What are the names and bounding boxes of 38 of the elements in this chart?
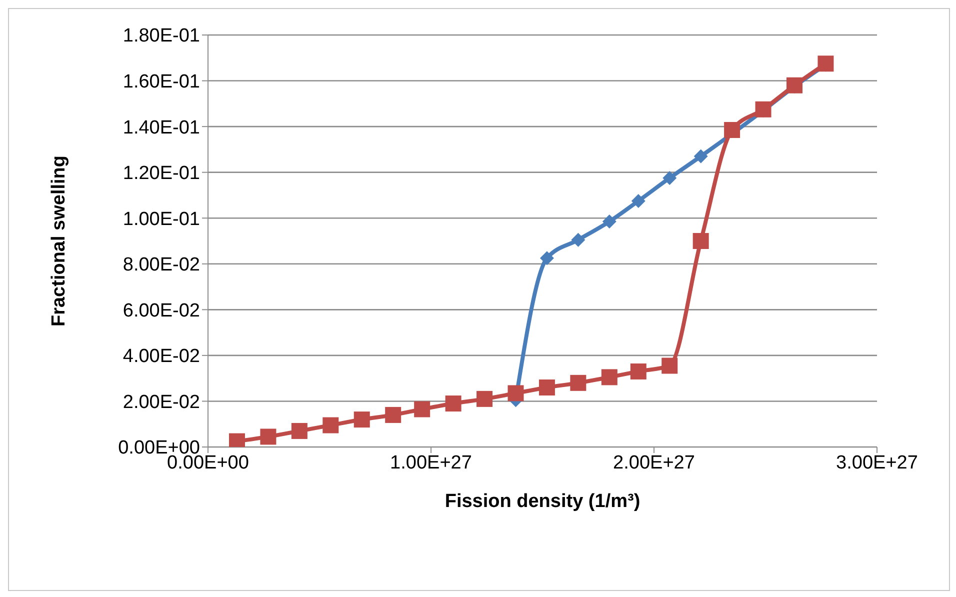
x-tick-label: 2.00E+27 [613, 452, 695, 474]
point [662, 171, 677, 186]
x-tick-label: 1.00E+27 [390, 452, 472, 474]
point [755, 101, 772, 118]
point [662, 358, 678, 374]
y-tick-label: 4.00E-02 [122, 346, 200, 368]
y-tick-label: 1.00E-01 [122, 208, 200, 230]
point [322, 417, 339, 434]
point [694, 149, 708, 164]
point [354, 412, 370, 428]
y-tick-label: 1.40E-01 [122, 117, 200, 138]
point [631, 194, 646, 208]
point [540, 251, 554, 266]
y-tick-label: 8.00E-02 [122, 254, 200, 276]
point [414, 401, 430, 418]
point [291, 422, 308, 439]
point [385, 406, 402, 423]
point [570, 374, 586, 391]
point [786, 77, 802, 94]
point [538, 379, 555, 396]
point [601, 369, 618, 386]
point [571, 232, 586, 247]
point [724, 122, 740, 138]
y-axis-title: Fractional swelling [48, 155, 70, 327]
point [508, 385, 524, 402]
y-tick-label: 2.00E-02 [122, 392, 200, 413]
point [630, 363, 646, 380]
x-axis-title: Fission density (1/m³) [444, 491, 640, 512]
y-tick-label: 6.00E-02 [122, 300, 200, 322]
point [445, 396, 462, 412]
point [260, 428, 276, 445]
x-tick-label: 3.00E+27 [836, 452, 918, 474]
y-tick-label: 1.60E-01 [122, 72, 200, 93]
y-tick-label: 1.80E-01 [122, 26, 200, 47]
y-tick-label: 1.20E-01 [122, 163, 200, 184]
point [476, 390, 493, 407]
point [602, 214, 616, 229]
point [692, 233, 709, 249]
